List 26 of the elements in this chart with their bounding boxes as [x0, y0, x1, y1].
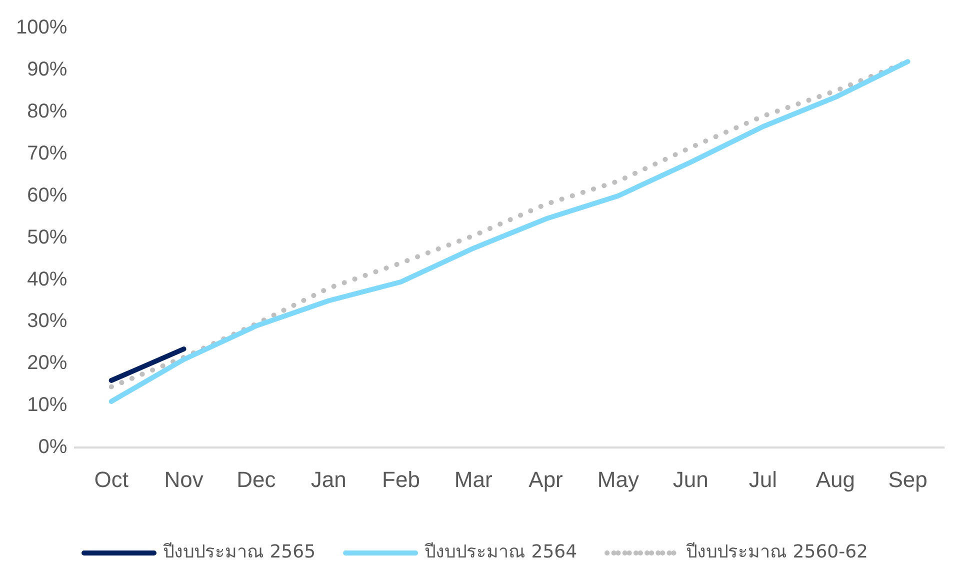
x-tick-label: Jan [310, 466, 346, 492]
x-tick-label: Mar [454, 466, 492, 492]
legend-label: ปีงบประมาณ 2560-62 [686, 542, 868, 563]
y-tick-label: 0% [38, 436, 68, 458]
y-tick-label: 10% [27, 394, 68, 416]
y-tick-label: 100% [16, 16, 68, 39]
y-tick-label: 20% [27, 352, 68, 374]
x-tick-label: Apr [528, 466, 563, 492]
x-tick-label: May [597, 466, 639, 492]
x-tick-label: Sep [888, 466, 928, 492]
legend-label: ปีงบประมาณ 2565 [163, 542, 316, 563]
x-tick-label: Jun [672, 466, 708, 492]
y-tick-label: 30% [27, 310, 68, 332]
x-tick-label: Jul [748, 466, 778, 492]
x-tick-label: Aug [816, 466, 855, 492]
y-tick-label: 90% [27, 58, 68, 80]
x-tick-label: Nov [164, 466, 204, 492]
y-tick-label: 40% [27, 268, 68, 290]
y-tick-label: 80% [27, 100, 68, 122]
legend-label: ปีงบประมาณ 2564 [424, 542, 578, 563]
y-tick-label: 70% [27, 142, 68, 164]
x-tick-label: Dec [236, 466, 276, 492]
x-tick-label: Feb [382, 466, 420, 492]
y-tick-label: 60% [27, 184, 68, 206]
x-tick-label: Oct [94, 466, 128, 492]
y-tick-label: 50% [27, 226, 68, 248]
